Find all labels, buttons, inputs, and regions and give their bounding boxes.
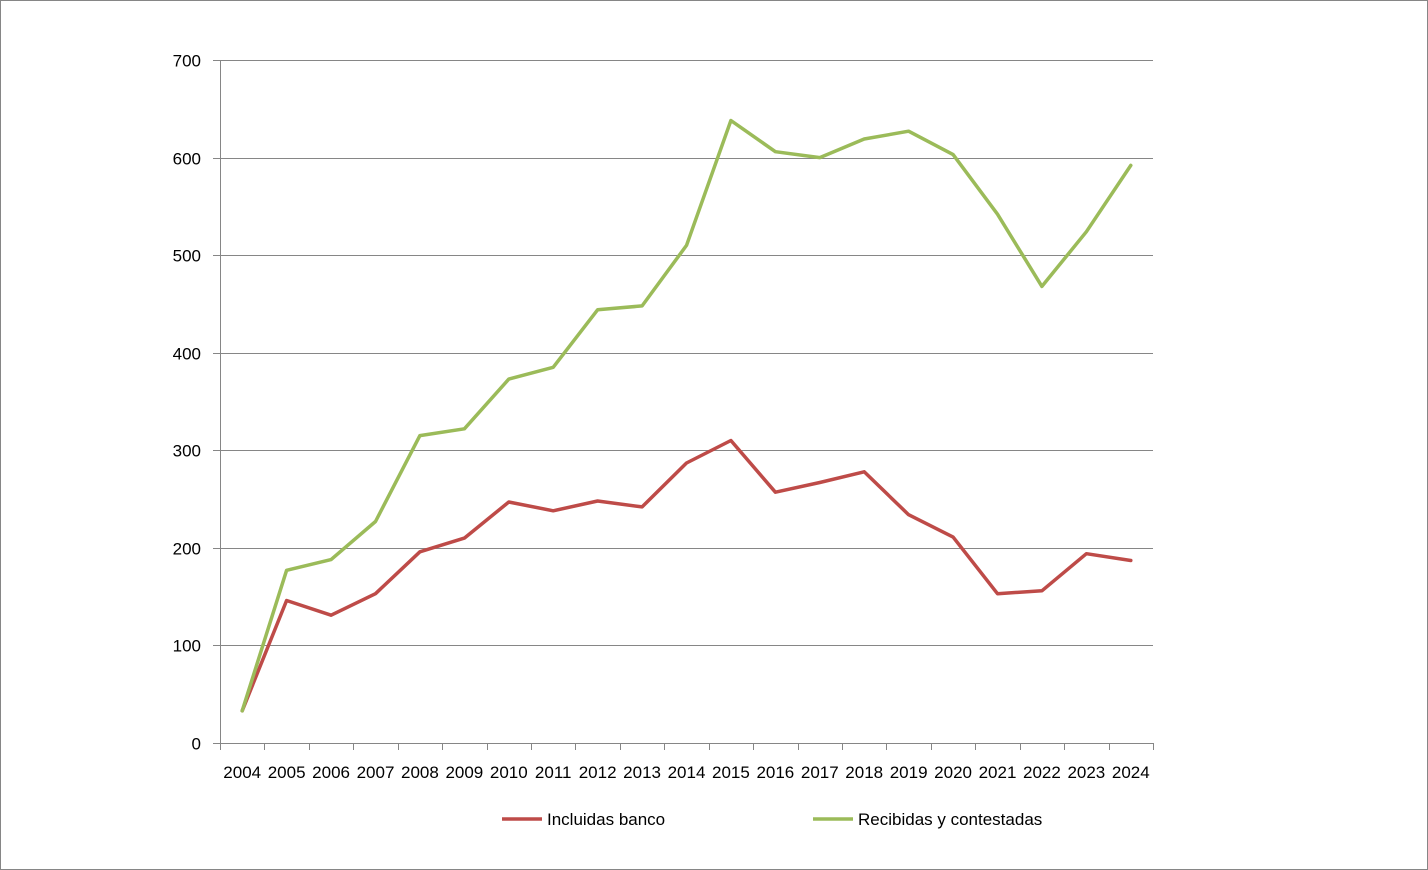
- legend-label-2: Recibidas y contestadas: [858, 810, 1042, 829]
- x-tick-label: 2013: [623, 763, 661, 782]
- x-tick-label: 2022: [1023, 763, 1061, 782]
- x-tick-label: 2015: [712, 763, 750, 782]
- legend-label-1: Incluidas banco: [547, 810, 665, 829]
- x-tick-label: 2023: [1067, 763, 1105, 782]
- x-axis-tick-labels: 2004 2005 2006 2007 2008 2009 2010 2011 2012 2013…: [223, 763, 1149, 782]
- x-tick-label: 2016: [756, 763, 794, 782]
- x-tick-label: 2007: [357, 763, 395, 782]
- y-tick-label: 400: [173, 345, 201, 364]
- x-tick-label: 2005: [268, 763, 306, 782]
- x-tick-label: 2014: [668, 763, 706, 782]
- x-tick-label: 2021: [979, 763, 1017, 782]
- x-tick-label: 2017: [801, 763, 839, 782]
- gridlines: [220, 60, 1153, 646]
- y-tick-label: 500: [173, 247, 201, 266]
- y-tick-label: 0: [192, 735, 201, 754]
- axes: [213, 60, 1154, 750]
- x-tick-label: 2019: [890, 763, 928, 782]
- x-tick-label: 2010: [490, 763, 528, 782]
- x-tick-label: 2011: [535, 763, 572, 782]
- x-tick-label: 2012: [579, 763, 617, 782]
- x-tick-label: 2009: [445, 763, 483, 782]
- y-tick-label: 700: [173, 52, 201, 71]
- y-tick-label: 200: [173, 540, 201, 559]
- legend: Incluidas banco Recibidas y contestadas: [502, 810, 1042, 829]
- series-lines: [240, 118, 1133, 713]
- x-tick-label: 2020: [934, 763, 972, 782]
- y-tick-label: 600: [173, 150, 201, 169]
- series-line-1: [240, 438, 1133, 713]
- series-line-2: [240, 118, 1133, 713]
- x-tick-label: 2018: [845, 763, 883, 782]
- x-tick-label: 2024: [1112, 763, 1150, 782]
- y-axis-tick-labels: 0 100 200 300 400 500 600 700: [173, 52, 201, 754]
- y-tick-label: 300: [173, 442, 201, 461]
- x-tick-label: 2006: [312, 763, 350, 782]
- y-tick-label: 100: [173, 637, 201, 656]
- x-tick-label: 2004: [223, 763, 261, 782]
- x-tick-label: 2008: [401, 763, 439, 782]
